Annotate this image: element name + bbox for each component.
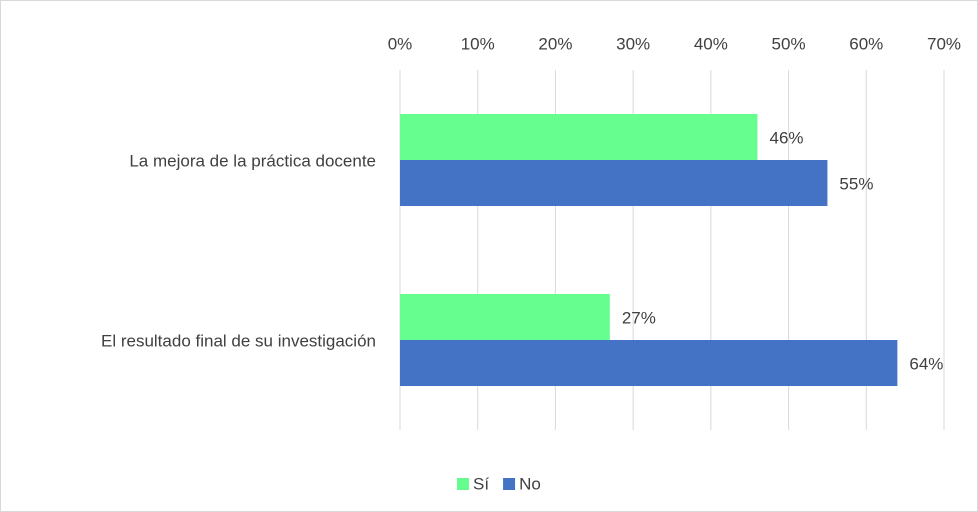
bar	[400, 160, 828, 206]
bar	[400, 294, 610, 340]
bar	[400, 340, 898, 386]
data-label: 27%	[622, 308, 656, 327]
x-tick-label: 50%	[772, 34, 806, 53]
y-tick-label: La mejora de la práctica docente	[129, 151, 376, 170]
data-label: 55%	[839, 174, 873, 193]
x-tick-label: 0%	[388, 34, 413, 53]
data-label: 64%	[909, 354, 943, 373]
legend-swatch	[457, 478, 469, 490]
x-tick-label: 20%	[538, 34, 572, 53]
y-tick-label: El resultado final de su investigación	[101, 331, 376, 350]
legend-label: Sí	[473, 474, 489, 493]
x-tick-label: 10%	[461, 34, 495, 53]
x-tick-label: 70%	[927, 34, 961, 53]
x-tick-label: 60%	[849, 34, 883, 53]
legend-label: No	[519, 474, 541, 493]
x-tick-label: 30%	[616, 34, 650, 53]
data-label: 46%	[769, 128, 803, 147]
legend-swatch	[503, 478, 516, 490]
x-tick-label: 40%	[694, 34, 728, 53]
bar	[400, 114, 758, 160]
